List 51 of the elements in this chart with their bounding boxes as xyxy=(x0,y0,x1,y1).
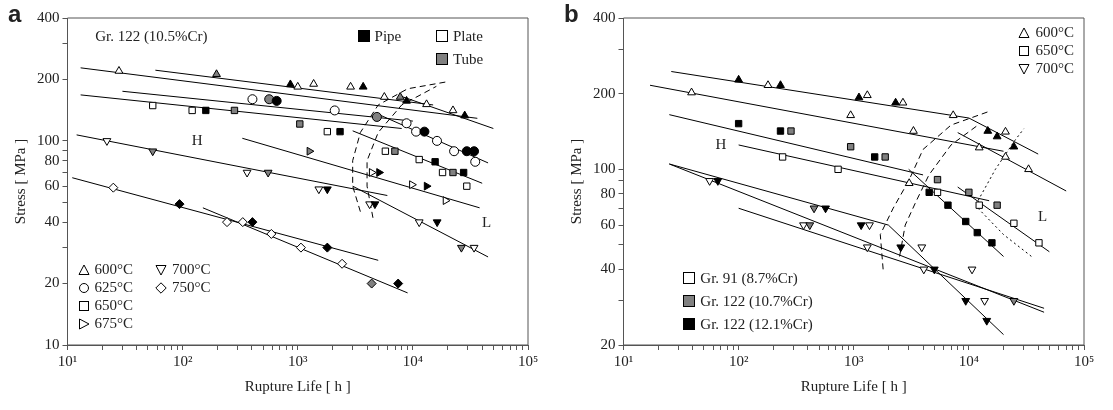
chart-title: a xyxy=(8,0,22,28)
y-tick-label: 60 xyxy=(44,177,60,194)
x-tick-label: 10⁴ xyxy=(402,352,423,369)
annotation: Gr. 122 (10.7%Cr) xyxy=(700,292,813,310)
y-tick-label: 400 xyxy=(37,8,60,25)
y-tick-label: 10 xyxy=(44,335,60,352)
annotation: L xyxy=(1037,207,1048,225)
annotation: H xyxy=(715,135,727,153)
y-tick-label: 100 xyxy=(593,160,616,177)
x-axis-title: Rupture Life [ h ] xyxy=(244,377,351,394)
x-tick-label: 10² xyxy=(172,352,193,369)
x-tick-label: 10² xyxy=(728,352,749,369)
legend-label: 700°C xyxy=(1035,60,1074,77)
y-axis-title: Stress [ MPa ] xyxy=(11,138,28,225)
y-tick-label: 100 xyxy=(37,131,60,148)
annotation: Gr. 122 (12.1%Cr) xyxy=(700,315,813,333)
y-tick-label: 60 xyxy=(600,216,616,233)
y-tick-label: 40 xyxy=(600,260,616,277)
y-tick-label: 80 xyxy=(44,151,60,168)
y-tick-label: 20 xyxy=(44,274,60,291)
chart-title: b xyxy=(564,0,579,28)
x-tick-label: 10⁵ xyxy=(1073,352,1095,369)
legend-label: 675°C xyxy=(94,315,134,332)
annotation: Tube xyxy=(452,50,484,68)
x-tick-label: 10⁵ xyxy=(517,352,539,369)
legend-label: 625°C xyxy=(94,279,134,296)
legend-label: 750°C xyxy=(172,279,211,296)
y-tick-label: 40 xyxy=(44,213,60,230)
x-axis-title: Rupture Life [ h ] xyxy=(800,377,907,394)
x-tick-label: 10¹ xyxy=(57,352,78,369)
x-tick-label: 10³ xyxy=(844,352,864,369)
annotation: H xyxy=(191,132,203,150)
y-tick-label: 200 xyxy=(593,84,616,101)
y-tick-label: 20 xyxy=(600,335,616,352)
legend-label: 650°C xyxy=(94,297,134,314)
annotation: Gr. 91 (8.7%Cr) xyxy=(700,269,798,287)
legend-label: 600°C xyxy=(1035,24,1074,41)
x-tick-label: 10¹ xyxy=(613,352,634,369)
y-tick-label: 400 xyxy=(593,8,616,25)
legend-label: 650°C xyxy=(1035,42,1074,59)
annotation: Pipe xyxy=(374,27,402,45)
y-tick-label: 80 xyxy=(600,184,616,201)
legend-label: 600°C xyxy=(94,261,134,278)
legend-label: 700°C xyxy=(172,261,211,278)
x-tick-label: 10⁴ xyxy=(958,352,979,369)
annotation: Plate xyxy=(452,27,483,45)
y-tick-label: 200 xyxy=(37,70,60,87)
x-tick-label: 10³ xyxy=(288,352,308,369)
annotation: L xyxy=(481,214,492,232)
y-axis-title: Stress [ MPa ] xyxy=(567,138,584,225)
annotation: Gr. 122 (10.5%Cr) xyxy=(95,27,208,45)
